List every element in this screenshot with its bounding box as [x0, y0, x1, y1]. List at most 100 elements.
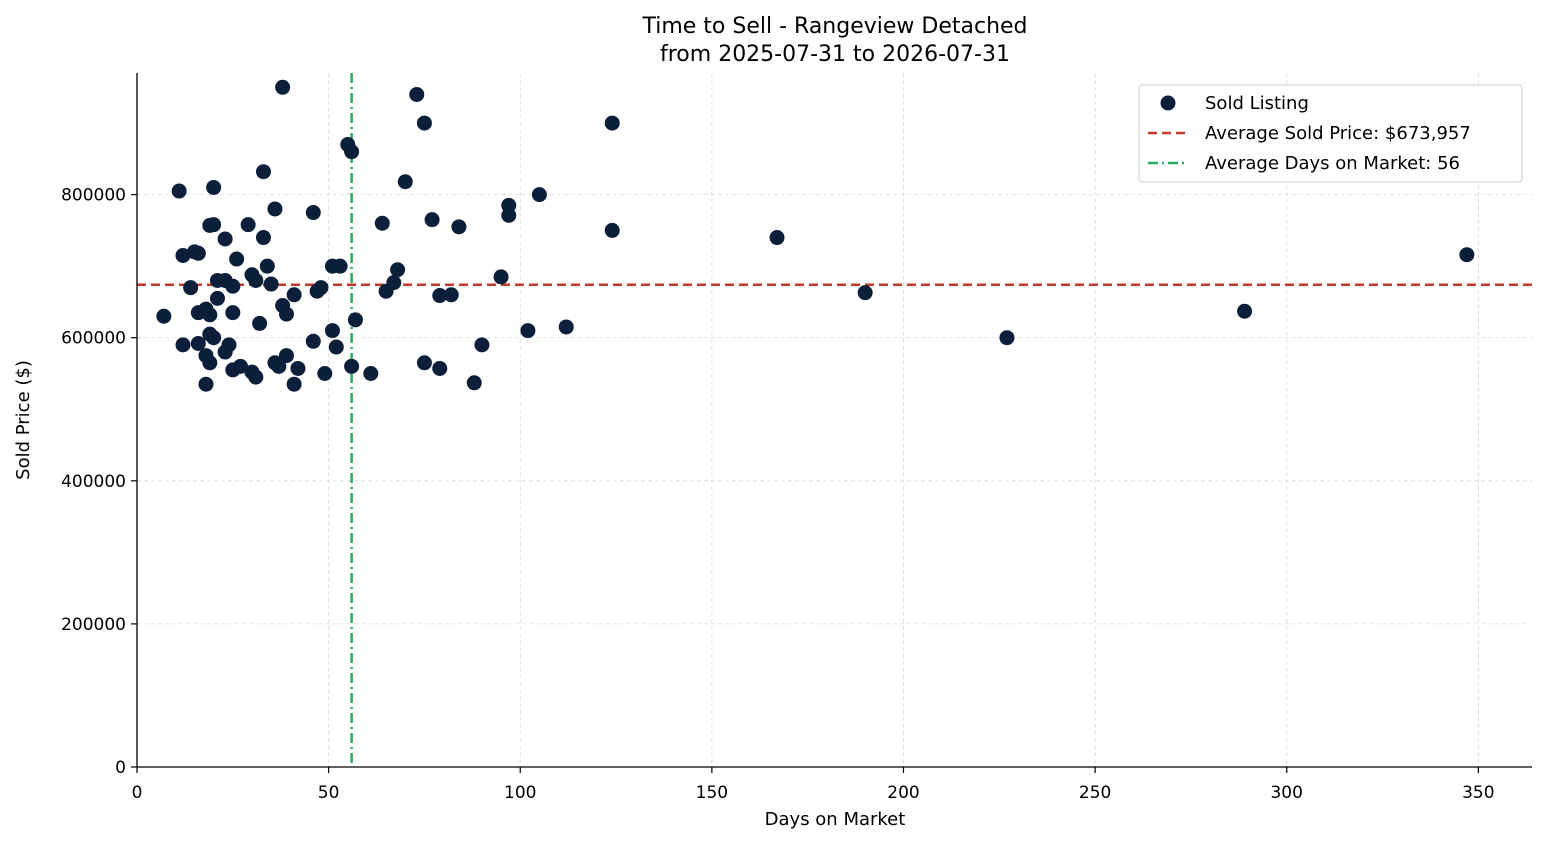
data-point	[604, 222, 620, 238]
y-tick-label: 600000	[61, 329, 126, 349]
data-point	[317, 365, 333, 381]
x-tick-label: 150	[696, 783, 728, 803]
x-tick-label: 350	[1462, 783, 1494, 803]
data-point	[221, 337, 237, 353]
legend-label-sold-listing: Sold Listing	[1205, 93, 1309, 114]
data-point	[190, 335, 206, 351]
data-point	[424, 212, 440, 228]
data-point	[202, 355, 218, 371]
x-axis-label: Days on Market	[765, 809, 906, 830]
legend-label-average-sold-price: Average Sold Price: $673,957	[1205, 123, 1471, 144]
data-point	[290, 360, 306, 376]
data-point	[363, 365, 379, 381]
data-point	[286, 287, 302, 303]
data-point	[999, 330, 1015, 346]
data-point	[443, 287, 459, 303]
data-point	[324, 323, 340, 339]
data-point	[267, 201, 283, 217]
grid-lines	[137, 73, 1532, 767]
data-point	[386, 275, 402, 291]
data-point	[217, 231, 233, 247]
legend: Sold Listing Average Sold Price: $673,95…	[1138, 84, 1523, 183]
data-point	[175, 337, 191, 353]
data-point	[232, 358, 248, 374]
y-tick-label: 400000	[61, 472, 126, 492]
data-point	[275, 79, 291, 95]
data-point	[520, 323, 536, 339]
data-point	[225, 278, 241, 294]
data-point	[493, 269, 509, 285]
y-tick-label: 200000	[61, 615, 126, 635]
x-tick-label: 200	[887, 783, 919, 803]
data-point	[474, 337, 490, 353]
data-point	[252, 315, 268, 331]
data-point	[206, 179, 222, 195]
data-point	[451, 219, 467, 235]
data-point	[278, 306, 294, 322]
data-point	[240, 217, 256, 233]
x-tick-label: 250	[1079, 783, 1111, 803]
data-point	[175, 247, 191, 263]
data-point	[332, 258, 348, 274]
data-point	[1459, 247, 1475, 263]
data-point	[259, 258, 275, 274]
legend-box	[1138, 84, 1523, 183]
data-point	[171, 183, 187, 199]
data-point	[209, 290, 225, 306]
data-point	[305, 205, 321, 221]
data-point	[248, 369, 264, 385]
data-point	[432, 360, 448, 376]
data-point	[344, 358, 360, 374]
data-point	[397, 174, 413, 190]
legend-label-average-days-on-market: Average Days on Market: 56	[1205, 153, 1460, 174]
data-point	[225, 305, 241, 321]
data-point	[328, 339, 344, 355]
axes	[131, 73, 1532, 773]
data-point	[206, 217, 222, 233]
data-point	[604, 115, 620, 131]
chart-title: Time to Sell - Rangeview Detached	[641, 14, 1027, 39]
data-point	[857, 285, 873, 301]
data-point	[769, 230, 785, 246]
data-point	[263, 276, 279, 292]
reference-lines	[137, 73, 1532, 767]
data-point	[409, 86, 425, 102]
data-point	[190, 245, 206, 261]
data-point	[286, 376, 302, 392]
y-tick-label: 800000	[61, 186, 126, 206]
data-point	[313, 280, 329, 296]
data-point	[305, 333, 321, 349]
data-point	[255, 230, 271, 246]
x-tick-label: 0	[132, 783, 143, 803]
data-point	[229, 251, 245, 267]
data-point	[416, 355, 432, 371]
data-point	[374, 215, 390, 231]
chart-subtitle: from 2025-07-31 to 2026-07-31	[660, 42, 1010, 67]
data-point	[198, 376, 214, 392]
tick-labels: 0 50 100 150 200 250 300 350 0 200000 400000 600000…	[61, 186, 1494, 803]
data-points	[156, 79, 1475, 392]
y-tick-label: 0	[115, 758, 126, 778]
data-point	[278, 348, 294, 364]
data-point	[156, 308, 172, 324]
data-point	[501, 207, 517, 223]
legend-marker-sold-listing	[1160, 95, 1176, 111]
data-point	[255, 164, 271, 180]
data-point	[531, 187, 547, 203]
data-point	[416, 115, 432, 131]
data-point	[248, 272, 264, 288]
data-point	[202, 307, 218, 323]
data-point	[1237, 303, 1253, 319]
x-tick-label: 50	[318, 783, 340, 803]
data-point	[271, 358, 287, 374]
data-point	[206, 330, 222, 346]
data-point	[183, 280, 199, 296]
data-point	[432, 288, 448, 304]
x-tick-label: 100	[504, 783, 536, 803]
y-axis-label: Sold Price ($)	[13, 360, 34, 480]
data-point	[347, 312, 363, 328]
data-point	[390, 262, 406, 278]
x-tick-label: 300	[1270, 783, 1302, 803]
data-point	[344, 144, 360, 160]
